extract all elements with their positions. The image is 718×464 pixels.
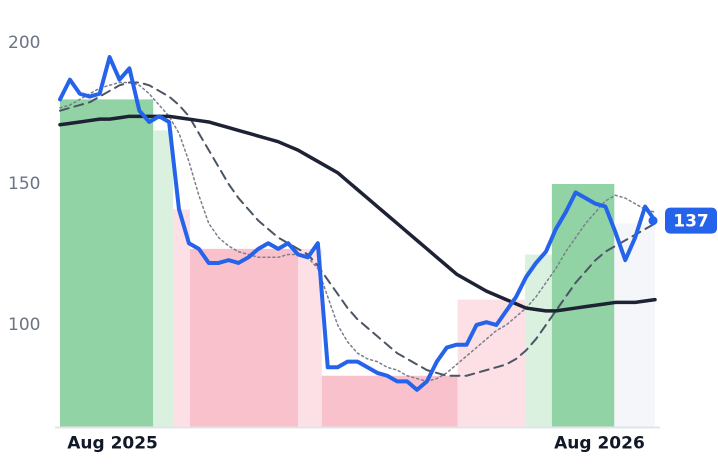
x-tick-label: Aug 2025 [67,434,158,454]
y-tick-label: 150 [8,174,40,194]
x-tick-label: Aug 2026 [554,434,645,454]
region [457,299,526,427]
region [321,375,458,427]
series-line [59,81,656,383]
region [298,248,322,427]
region [525,254,552,427]
y-tick-label: 200 [8,33,40,53]
region [614,223,655,427]
series-line [58,55,657,392]
last-value-badge [665,207,717,234]
last-point [648,216,658,226]
region [189,248,298,427]
y-tick-label: 100 [8,315,40,335]
region [173,209,190,427]
series-line [59,81,656,377]
region [153,130,174,427]
region [60,99,154,427]
last-value-label: 137 [673,212,709,232]
